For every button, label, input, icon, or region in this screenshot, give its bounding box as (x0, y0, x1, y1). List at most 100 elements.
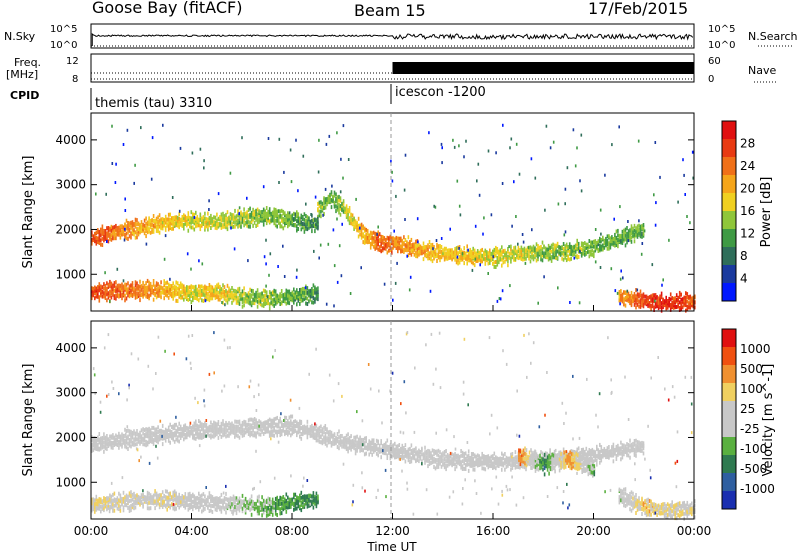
heatmap-cell (648, 295, 651, 300)
heatmap-cell (600, 244, 603, 249)
heatmap-cell (101, 224, 104, 229)
heatmap-cell (300, 227, 303, 232)
heatmap-cell (582, 447, 584, 452)
heatmap-cell (475, 458, 477, 463)
heatmap-cell (142, 431, 144, 436)
heatmap-cell (683, 295, 685, 300)
heatmap-cell (602, 235, 604, 240)
heatmap-cell (365, 227, 367, 232)
heatmap-cell (282, 220, 285, 225)
heatmap-cell (285, 288, 288, 293)
heatmap-cell (504, 452, 506, 456)
heatmap-cell (407, 248, 410, 253)
heatmap-cell (184, 428, 187, 432)
heatmap-cell (134, 295, 137, 300)
heatmap-cell (471, 268, 474, 272)
heatmap-cell (255, 418, 257, 423)
heatmap-cell (345, 209, 348, 214)
heatmap-cell (639, 231, 642, 236)
heatmap-cell (614, 447, 616, 452)
heatmap-cell (323, 439, 325, 444)
heatmap-cell (268, 306, 271, 311)
heatmap-cell (204, 293, 206, 298)
heatmap-cell (629, 448, 631, 453)
heatmap-cell (172, 216, 174, 220)
heatmap-cell (115, 285, 117, 290)
heatmap-cell (175, 221, 177, 226)
heatmap-cell (594, 260, 597, 264)
heatmap-cell (264, 209, 266, 214)
heatmap-cell (665, 306, 667, 311)
heatmap-cell (473, 463, 476, 468)
heatmap-cell (253, 292, 256, 297)
heatmap-cell (130, 235, 132, 240)
heatmap-cell (143, 433, 146, 437)
heatmap-cell (630, 442, 633, 447)
heatmap-cell (662, 278, 664, 282)
heatmap-cell (434, 248, 437, 253)
heatmap-cell (446, 256, 449, 261)
heatmap-cell (518, 172, 521, 176)
heatmap-cell (388, 448, 390, 453)
heatmap-cell (650, 307, 652, 311)
heatmap-cell (579, 249, 581, 253)
heatmap-cell (195, 419, 197, 424)
heatmap-cell (225, 222, 227, 227)
heatmap-cell (311, 287, 313, 291)
heatmap-cell (124, 442, 126, 446)
heatmap-cell (489, 463, 491, 468)
heatmap-cell (213, 427, 215, 432)
heatmap-cell (116, 229, 119, 234)
heatmap-cell (151, 425, 153, 430)
heatmap-cell (150, 177, 153, 181)
heatmap-cell (472, 452, 474, 457)
heatmap-cell (110, 233, 113, 238)
heatmap-cell (196, 287, 199, 292)
heatmap-cell (523, 249, 526, 254)
heatmap-cell (294, 217, 297, 222)
heatmap-cell (158, 218, 161, 223)
heatmap-cell (611, 143, 613, 147)
heatmap-cell (270, 422, 272, 427)
heatmap-cell (416, 247, 419, 252)
heatmap-cell (689, 297, 692, 302)
heatmap-cell (547, 257, 550, 262)
heatmap-cell (288, 212, 291, 217)
heatmap-cell (510, 452, 512, 457)
heatmap-cell (495, 253, 497, 258)
heatmap-cell (509, 284, 511, 288)
heatmap-cell (350, 221, 352, 226)
heatmap-cell (125, 290, 128, 295)
heatmap-cell (404, 153, 407, 157)
heatmap-cell (427, 464, 429, 469)
heatmap-cell (341, 222, 343, 226)
heatmap-cell (262, 218, 265, 223)
heatmap-cell (240, 296, 242, 301)
heatmap-cell (305, 291, 307, 296)
heatmap-cell (290, 292, 292, 297)
heatmap-cell (516, 253, 518, 258)
heatmap-cell (145, 443, 147, 448)
heatmap-cell (262, 222, 265, 227)
heatmap-cell (455, 248, 458, 253)
heatmap-cell (694, 294, 696, 299)
heatmap-cell (208, 298, 211, 303)
heatmap-cell (517, 465, 520, 470)
heatmap-cell (629, 237, 631, 242)
heatmap-cell (653, 293, 655, 298)
heatmap-cell (577, 254, 580, 259)
heatmap-cell (466, 261, 468, 266)
heatmap-cell (270, 296, 272, 301)
heatmap-cell (513, 459, 515, 464)
heatmap-cell (143, 438, 146, 443)
heatmap-cell (623, 237, 625, 242)
heatmap-cell (507, 263, 509, 268)
heatmap-cell (241, 429, 244, 434)
heatmap-cell (299, 419, 301, 424)
heatmap-cell (139, 439, 141, 444)
heatmap-cell (626, 289, 629, 293)
heatmap-cell (137, 284, 140, 289)
heatmap-cell (374, 246, 376, 251)
heatmap-cell (97, 240, 99, 244)
heatmap-cell (297, 189, 299, 193)
